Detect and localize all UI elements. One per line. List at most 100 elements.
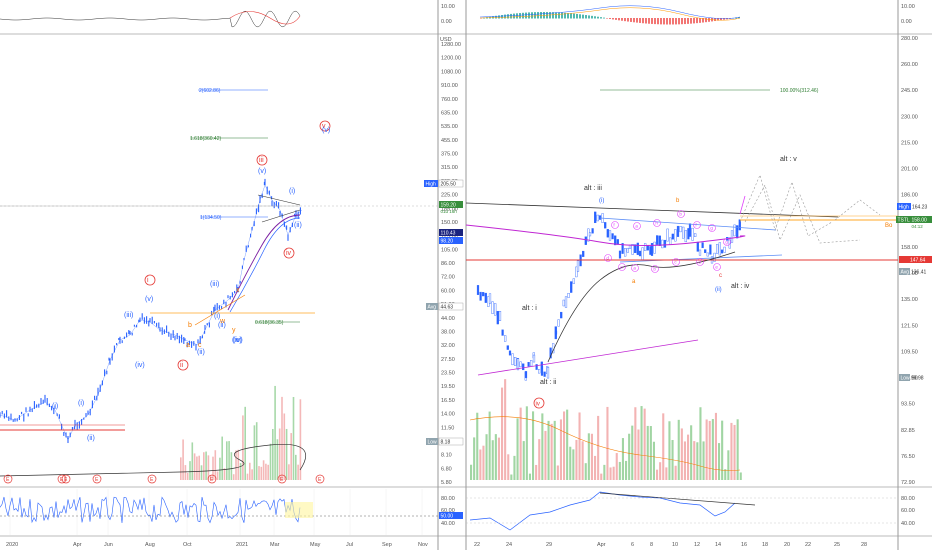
left-wave-label: (iii): [124, 312, 133, 319]
left-price-tick: 760.00: [441, 97, 458, 103]
left-wave-label: (i): [52, 403, 58, 410]
right-subwave-label: b: [679, 212, 682, 217]
right-candle: [501, 329, 504, 336]
right-candle: [540, 365, 544, 376]
right-hist-bar: [669, 18, 671, 25]
left-volume-bar: [235, 450, 237, 480]
right-avg-value: 136.41: [911, 270, 927, 276]
right-candle: [554, 330, 558, 335]
right-hist-bar: [693, 18, 695, 24]
right-volume-bar: [609, 467, 612, 480]
right-time-tick: 28: [861, 542, 867, 548]
left-price-tick: 23.50: [441, 371, 455, 377]
fib-label-2: 2(602.86): [199, 88, 221, 94]
left-volume-bar: [249, 462, 251, 480]
right-volume-bar: [513, 455, 516, 480]
right-high-label: High: [899, 205, 910, 211]
right-volume-bar: [656, 469, 659, 480]
left-triangle-top: [257, 194, 301, 206]
event-marker: E: [318, 477, 322, 483]
left-volume-bar: [226, 441, 228, 480]
right-candle: [701, 242, 704, 249]
right-volume-bar: [553, 420, 556, 480]
right-hist-bar: [657, 18, 659, 25]
left-price-tick: 910.00: [441, 83, 458, 89]
right-volume-bar: [488, 411, 491, 480]
right-high-value: 164.23: [912, 205, 928, 211]
left-wave-label: (iv): [233, 337, 243, 344]
right-candle: [482, 292, 485, 297]
right-hist-bar: [639, 18, 641, 23]
right-subwave-label: d: [606, 256, 609, 261]
right-candle: [713, 252, 716, 262]
right-candle: [516, 358, 520, 371]
left-volume-bar: [262, 460, 265, 480]
left-wave-label: (ii): [218, 322, 226, 329]
left-volume-bar: [253, 425, 256, 480]
left-oscillator: [0, 496, 438, 524]
right-volume-bar: [535, 464, 538, 480]
right-hist-bar: [516, 13, 518, 19]
right-candle: [738, 219, 741, 231]
left-volume-bar: [239, 463, 242, 480]
left-volume-bar: [203, 452, 205, 480]
right-volume-bar: [497, 437, 500, 480]
right-subwave-circle: [611, 221, 619, 229]
left-wave-label: v: [322, 123, 326, 130]
left-wave-label: y: [232, 327, 236, 334]
right-hist-bar: [576, 13, 578, 19]
event-marker-circle: [61, 474, 71, 484]
right-hist-bar: [660, 18, 662, 25]
left-top-tick: 0.00: [441, 19, 452, 25]
right-hist-bar: [642, 18, 644, 24]
right-osc-tick: 40.00: [901, 521, 915, 527]
left-volume-bar: [283, 413, 286, 480]
right-candle: [641, 247, 644, 260]
right-volume-bar: [680, 428, 683, 480]
left-wave-circle: [256, 154, 268, 166]
right-candle: [522, 363, 525, 371]
right-projection-1: [739, 174, 833, 237]
right-time-tick: 6: [631, 542, 634, 548]
right-volume-bar: [711, 419, 714, 480]
left-price-tick: 86.00: [441, 261, 455, 267]
right-candle: [688, 223, 692, 237]
right-candle: [562, 299, 565, 307]
left-volume: [0, 385, 306, 480]
right-subwave-label: f: [695, 223, 697, 228]
right-candle: [674, 229, 677, 242]
right-volume-bar: [470, 464, 473, 480]
right-candle: [736, 225, 739, 239]
right-price-tick: 76.50: [901, 454, 915, 460]
right-hist-bar: [672, 18, 674, 25]
right-volume-bar: [581, 441, 584, 480]
right-volume-bar: [538, 439, 541, 480]
right-volume-bar: [727, 450, 730, 480]
right-hist-bar: [684, 18, 686, 25]
right-hist-bar: [666, 18, 668, 25]
right-red-value: 147.64: [910, 258, 926, 264]
left-badges: High 205.50 159.20 01d 16h 110.43 98.20 …: [424, 179, 464, 520]
left-volume-ma: [0, 443, 306, 477]
right-subwave-label: b: [653, 267, 656, 272]
right-hist-bar: [627, 18, 629, 22]
right-candle: [598, 215, 602, 220]
left-price-tick: 535.00: [441, 124, 458, 130]
left-wave-circle: [144, 274, 156, 286]
left-volume-bar: [288, 464, 290, 480]
right-candle: [618, 250, 622, 259]
left-price-tick: 1280.00: [441, 42, 461, 48]
left-volume-bar: [180, 457, 182, 480]
left-price-tick: 32.00: [441, 343, 455, 349]
event-marker: E: [150, 477, 154, 483]
left-volume-bar: [228, 441, 230, 480]
left-wave-label: (i): [214, 313, 220, 320]
right-volume-bar: [702, 441, 705, 480]
right-volume-bar: [634, 407, 637, 480]
left-volume-bar: [207, 455, 210, 480]
left-volume-bar: [260, 466, 263, 480]
right-candle: [514, 357, 517, 366]
right-hist-bar: [525, 12, 527, 19]
left-price-line: [0, 184, 303, 441]
